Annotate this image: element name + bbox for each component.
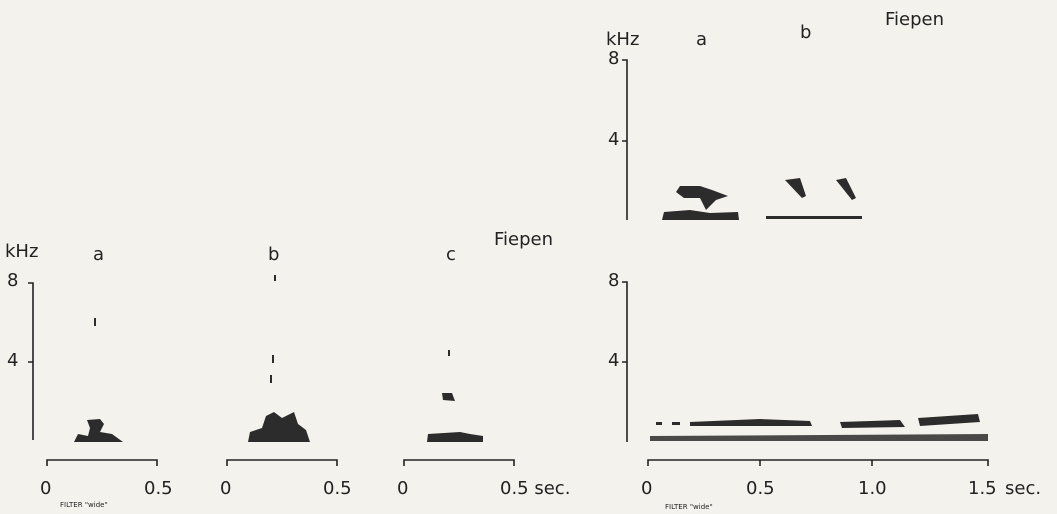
panel-label: a — [93, 244, 104, 265]
x-unit: sec. — [1005, 478, 1041, 499]
unit-label: kHz — [606, 29, 639, 50]
y-tick-label: 8 — [608, 270, 619, 291]
x-axis — [647, 459, 989, 466]
spectrogram — [74, 275, 483, 442]
x-tick-label: 0.5 — [144, 478, 173, 499]
x-tick-label: 0 — [220, 478, 231, 499]
panel-label: c — [446, 244, 456, 265]
x-tick-label: 0.5 — [323, 478, 352, 499]
y-axis — [622, 59, 628, 220]
x-axis — [46, 459, 158, 466]
filter-note: FILTER "wide" — [665, 503, 713, 511]
y-tick-label: 8 — [7, 270, 18, 291]
panel-label: a — [696, 29, 707, 50]
y-tick-label: 4 — [608, 350, 619, 371]
x-axis — [403, 459, 515, 466]
x-tick-label: 0 — [397, 478, 408, 499]
x-tick-label: 0 — [641, 478, 652, 499]
figure-title: Fiepen — [494, 229, 553, 250]
spectrogram — [650, 178, 988, 441]
y-tick-label: 4 — [608, 129, 619, 150]
right-figure: kHz a b Fiepen 8 4 8 4 0 0.5 1.0 1.5 sec… — [606, 9, 1041, 511]
x-tick-label: 0 — [40, 478, 51, 499]
x-tick-label: 1.0 — [858, 478, 887, 499]
x-axis — [226, 459, 338, 466]
y-axis — [28, 282, 34, 440]
filter-note: FILTER "wide" — [60, 501, 108, 509]
y-tick-label: 4 — [7, 350, 18, 371]
x-tick-label: 0.5 sec. — [500, 478, 570, 499]
left-figure: kHz a b c Fiepen 8 4 0 0.5 0 0.5 0 0.5 s… — [5, 229, 570, 509]
x-tick-label: 1.5 — [968, 478, 997, 499]
unit-label: kHz — [5, 241, 38, 262]
y-tick-label: 8 — [608, 48, 619, 69]
x-tick-label: 0.5 — [746, 478, 775, 499]
figure-title: Fiepen — [885, 9, 944, 30]
panel-label: b — [268, 244, 279, 265]
y-axis — [622, 281, 628, 442]
panel-label: b — [800, 22, 811, 43]
